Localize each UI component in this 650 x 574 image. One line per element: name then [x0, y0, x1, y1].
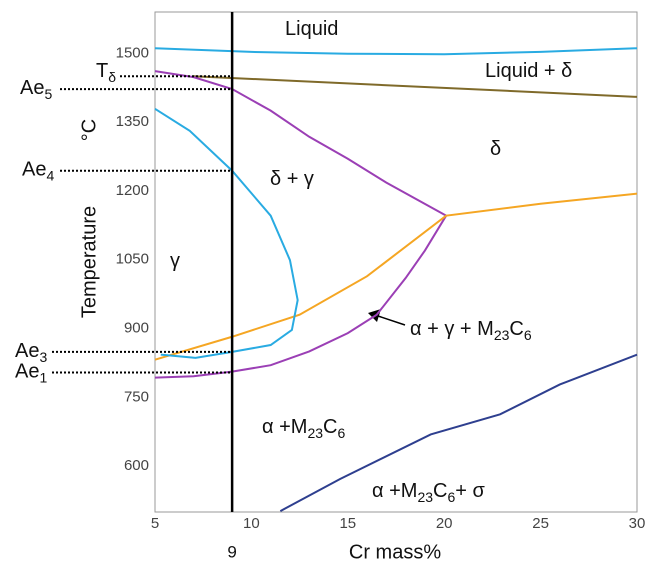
label-text: C [323, 416, 337, 438]
label: γ [170, 250, 180, 272]
subscript: 23 [417, 489, 433, 505]
label-text: δ + γ [270, 168, 314, 190]
subscript: 5 [44, 86, 52, 102]
label: Ae3 [15, 340, 47, 364]
y-tick-label: 1200 [116, 182, 149, 199]
phase-boundary [154, 70, 447, 217]
label: Tδ [96, 61, 116, 85]
label: δ + γ [270, 168, 314, 190]
subscript: 23 [494, 327, 510, 343]
label: δ [490, 138, 501, 160]
y-tick-label: 900 [124, 319, 149, 336]
label: Ae1 [15, 361, 47, 385]
subscript: 1 [39, 369, 47, 385]
y-tick-label: 1350 [116, 113, 149, 130]
phase-boundary [154, 192, 638, 361]
label-text: Ae [22, 159, 46, 181]
y-axis-unit: °C [78, 119, 100, 141]
x-tick-label: 15 [339, 515, 356, 532]
y-tick-label: 600 [124, 457, 149, 474]
subscript: 6 [524, 327, 532, 343]
label: Liquid [285, 18, 338, 40]
y-tick-label: 1500 [116, 44, 149, 61]
label-text: C [509, 318, 523, 340]
phase-boundary [154, 107, 299, 359]
subscript: 6 [338, 425, 346, 441]
label: α +M23C6 [262, 416, 346, 440]
label-text: + σ [455, 480, 485, 502]
y-tick-label: 750 [124, 388, 149, 405]
subscript: 23 [307, 425, 323, 441]
y-tick-label: 1050 [116, 251, 149, 268]
plot-frame [154, 11, 638, 513]
phase-boundary [154, 215, 447, 379]
label-text: α +M [372, 480, 417, 502]
subscript: 3 [39, 349, 47, 365]
label: Ae4 [22, 159, 54, 183]
subscript: 4 [46, 167, 54, 183]
x-tick-label: 10 [243, 515, 260, 532]
label-text: Liquid + δ [485, 60, 572, 82]
label-text: Ae [15, 340, 39, 362]
subscript: δ [108, 69, 116, 85]
label-text: Ae [15, 361, 39, 383]
x-tick-label: 20 [436, 515, 453, 532]
label-text: T [96, 61, 108, 83]
label-text: α +M [262, 416, 307, 438]
x-axis-label: Cr mass% [349, 541, 441, 563]
y-axis-label: Temperature [78, 206, 100, 318]
label-text: α + γ + M [410, 318, 494, 340]
x-tick-label: 5 [151, 515, 159, 532]
label-text: C [433, 480, 447, 502]
x-tick-label: 25 [532, 515, 549, 532]
label-text: δ [490, 138, 501, 160]
marker-label: 9 [227, 542, 236, 561]
label: α + γ + M23C6 [410, 318, 532, 342]
label-text: Ae [20, 77, 44, 99]
label: α +M23C6+ σ [372, 480, 486, 504]
subscript: 6 [448, 489, 456, 505]
x-tick-label: 30 [629, 515, 646, 532]
label: Ae5 [20, 77, 52, 101]
phase-boundary [193, 75, 638, 98]
label-text: γ [170, 250, 180, 272]
annotation-arrow [377, 315, 406, 326]
phase-boundary [279, 353, 638, 512]
label-text: Liquid [285, 18, 338, 40]
phase-boundary [154, 47, 638, 56]
label: Liquid + δ [485, 60, 572, 82]
